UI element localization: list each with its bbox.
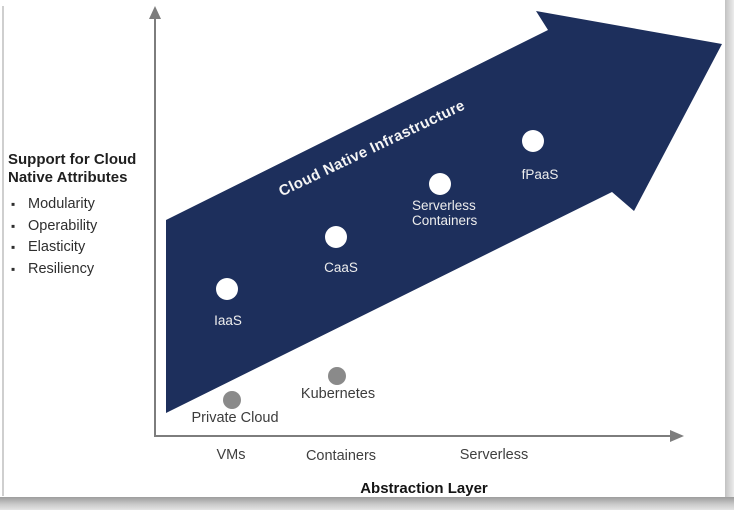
bullet-item: ▪ Elasticity [11,237,161,259]
canvas-bottom-edge [0,497,734,510]
point-private-cloud [223,391,241,409]
x-tick-vms: VMs [216,447,246,463]
point-serverless-containers [429,173,451,195]
x-tick-serverless: Serverless [459,447,529,463]
bullet-item: ▪ Operability [11,216,161,238]
y-axis-title-line1: Support for Cloud [8,151,137,168]
point-caas [325,226,347,248]
point-label-caas: CaaS [324,260,358,275]
cloud-native-arrow-shape [166,11,722,413]
point-kubernetes [328,367,346,385]
bullet-dot-icon: ▪ [11,240,16,254]
point-fpaas [522,130,544,152]
y-axis-bullet-list: ▪ Modularity ▪ Operability ▪ Elasticity … [11,194,161,280]
bullet-dot-icon: ▪ [11,218,16,233]
bullet-item: ▪ Resiliency [11,259,161,281]
bullet-dot-icon: ▪ [11,197,16,211]
y-axis-arrowhead [149,6,161,19]
bullet-label: Operability [28,217,98,234]
point-label-fpaas: fPaaS [521,167,559,182]
x-axis [155,430,684,442]
point-label-iaas: IaaS [214,313,242,328]
canvas-left-edge [2,6,4,496]
bullet-label: Modularity [28,196,95,212]
y-axis [149,6,161,437]
y-axis-title: Support for Cloud Native Attributes [8,151,160,187]
bullet-label: Elasticity [28,239,86,255]
point-label-private-cloud: Private Cloud [191,410,279,426]
point-iaas [216,278,238,300]
y-axis-title-line2: Native Attributes [8,169,128,186]
x-tick-containers: Containers [305,448,377,464]
bullet-dot-icon: ▪ [11,261,16,276]
bullet-label: Resiliency [28,260,95,277]
point-label-serverless-containers: Serverless Containers [412,198,478,228]
bullet-item: ▪ Modularity [11,194,161,216]
canvas-right-edge [725,0,734,498]
x-axis-arrowhead [670,430,684,442]
x-axis-title: Abstraction Layer [360,480,488,497]
point-label-kubernetes: Kubernetes [300,386,376,402]
